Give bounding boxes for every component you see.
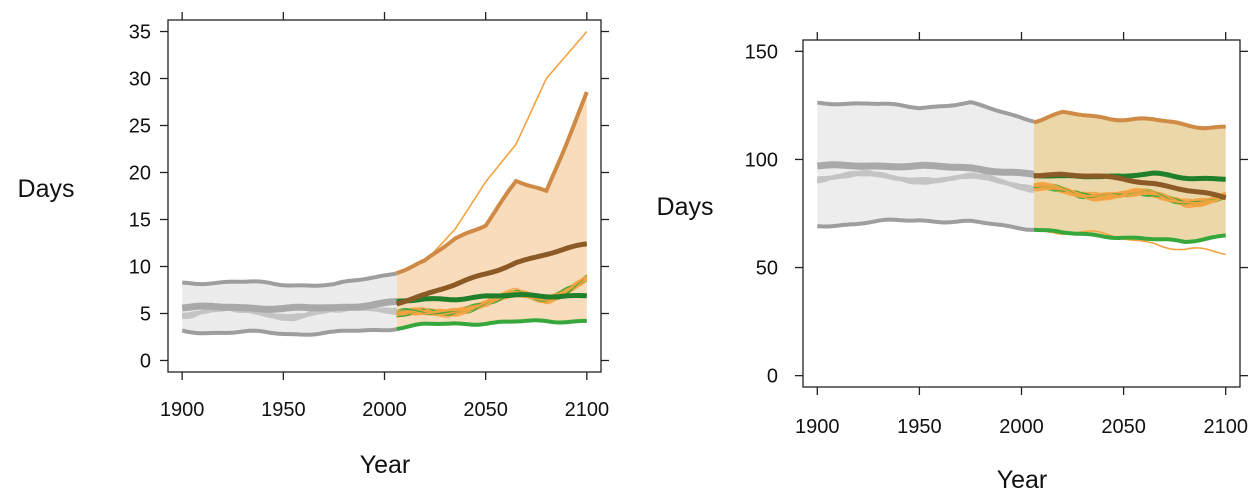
- historical-upper-line: [817, 100, 1035, 124]
- plot-area: [816, 100, 1227, 256]
- x-tick-label: 1900: [795, 416, 840, 438]
- y-tick-label: 35: [129, 22, 151, 44]
- x-tick-label: 2000: [362, 399, 407, 421]
- future-upper-line: [396, 91, 589, 276]
- historical-model-line: [817, 172, 1034, 188]
- y-tick-label: 5: [140, 303, 151, 325]
- x-tick-label: 1900: [160, 399, 205, 421]
- future-median-line: [1033, 171, 1227, 201]
- future-median-line: [395, 241, 588, 307]
- y-tick-label: 50: [756, 258, 778, 280]
- y-tick-label: 20: [129, 163, 151, 185]
- y-tick-label: 0: [767, 366, 778, 388]
- chart-panel-left: 1900 1950 2000 2050 2100 0 5 10 15 20 25 30 35 Days Ye…: [18, 12, 610, 479]
- future-upper-line: [1033, 109, 1226, 131]
- x-tick-label: 2000: [999, 416, 1044, 438]
- x-tick-label: 2050: [1101, 416, 1146, 438]
- y-tick-label: 0: [140, 350, 151, 372]
- future-model-line: [1033, 185, 1227, 203]
- historical-lower-line: [817, 217, 1034, 232]
- future-range-band: [396, 92, 587, 328]
- y-axis-title: Days: [18, 175, 75, 203]
- y-tick-label: 15: [129, 209, 151, 231]
- x-tick-label: 2100: [565, 399, 610, 421]
- historical-upper-line: [182, 271, 397, 288]
- future-lower-line: [396, 318, 587, 331]
- y-tick-label: 25: [129, 116, 151, 138]
- future-model-line: [1033, 183, 1227, 204]
- x-axis-title: Year: [360, 451, 411, 479]
- y-tick-label: 10: [129, 256, 151, 278]
- historical-range-band: [182, 272, 397, 334]
- x-tick-label: 2050: [463, 399, 508, 421]
- historical-model-line: [817, 170, 1035, 191]
- y-tick-label: 100: [745, 149, 778, 171]
- y-tick-label: 150: [745, 41, 778, 63]
- historical-lower-line: [181, 327, 397, 337]
- future-highlight-line: [396, 292, 587, 304]
- chart-panel-right: 1900 1950 2000 2050 2100 0 50 100 150 Days Year: [657, 32, 1248, 494]
- x-tick-label: 2100: [1203, 416, 1248, 438]
- x-tick-label: 1950: [261, 399, 306, 421]
- y-axis-title: Days: [657, 193, 714, 221]
- plot-area: [181, 30, 589, 337]
- historical-median-line: [816, 161, 1035, 178]
- historical-median-line: [181, 297, 397, 313]
- x-tick-label: 1950: [897, 416, 942, 438]
- x-axis-title: Year: [997, 466, 1048, 494]
- future-lower-line: [1033, 227, 1226, 245]
- y-tick-label: 30: [129, 69, 151, 91]
